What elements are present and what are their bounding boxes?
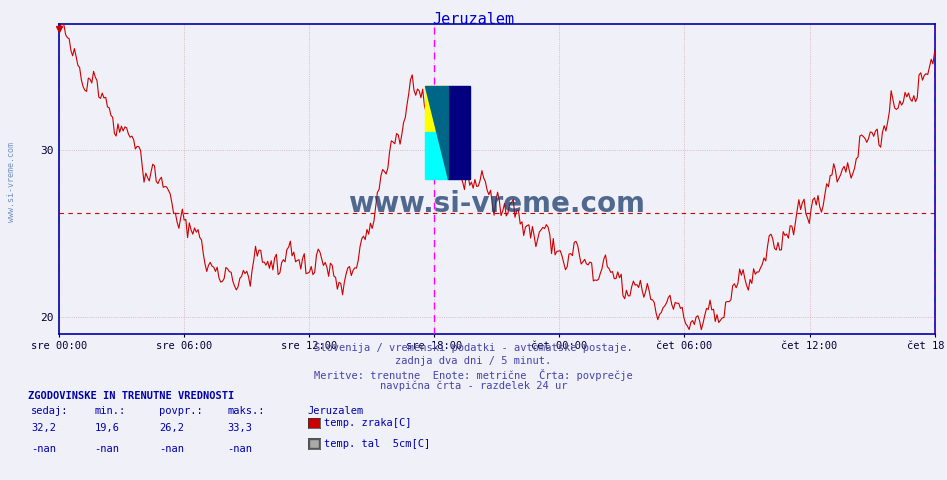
Bar xyxy=(448,86,471,179)
Text: -nan: -nan xyxy=(31,444,56,454)
Text: www.si-vreme.com: www.si-vreme.com xyxy=(7,143,16,222)
Text: maks.:: maks.: xyxy=(227,406,265,416)
Text: 33,3: 33,3 xyxy=(227,423,252,433)
Text: zadnja dva dni / 5 minut.: zadnja dva dni / 5 minut. xyxy=(396,356,551,366)
Text: -nan: -nan xyxy=(95,444,119,454)
Text: Slovenija / vremenski podatki - avtomatske postaje.: Slovenija / vremenski podatki - avtomats… xyxy=(314,343,633,353)
Text: navpična črta - razdelek 24 ur: navpična črta - razdelek 24 ur xyxy=(380,380,567,391)
Polygon shape xyxy=(425,86,448,179)
Text: Meritve: trenutne  Enote: metrične  Črta: povprečje: Meritve: trenutne Enote: metrične Črta: … xyxy=(314,369,633,381)
Text: temp. zraka[C]: temp. zraka[C] xyxy=(324,418,411,428)
Bar xyxy=(425,132,448,179)
Text: Jeruzalem: Jeruzalem xyxy=(308,406,364,416)
Text: 26,2: 26,2 xyxy=(159,423,184,433)
Bar xyxy=(309,439,319,448)
Text: www.si-vreme.com: www.si-vreme.com xyxy=(348,190,645,217)
Text: ZGODOVINSKE IN TRENUTNE VREDNOSTI: ZGODOVINSKE IN TRENUTNE VREDNOSTI xyxy=(28,391,235,401)
Text: 32,2: 32,2 xyxy=(31,423,56,433)
Text: povpr.:: povpr.: xyxy=(159,406,203,416)
Text: -nan: -nan xyxy=(227,444,252,454)
Text: -nan: -nan xyxy=(159,444,184,454)
Text: min.:: min.: xyxy=(95,406,126,416)
Text: Jeruzalem: Jeruzalem xyxy=(433,12,514,27)
Text: temp. tal  5cm[C]: temp. tal 5cm[C] xyxy=(324,439,430,448)
Text: sedaj:: sedaj: xyxy=(31,406,69,416)
Text: 19,6: 19,6 xyxy=(95,423,119,433)
Bar xyxy=(425,86,448,132)
